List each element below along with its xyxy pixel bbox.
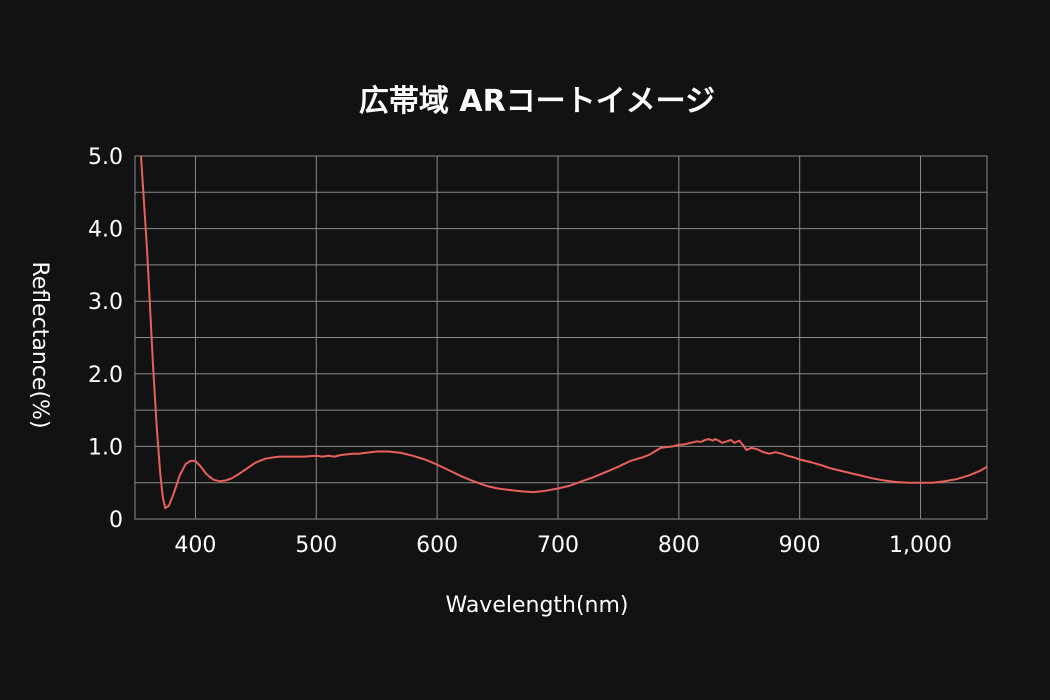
y-tick-label: 4.0 (88, 218, 123, 243)
y-tick-label: 2.0 (88, 363, 123, 388)
reflectance-series-line (140, 155, 988, 510)
x-axis-label: Wavelength(nm) (445, 593, 628, 618)
tick-labels: 400 500 600 700 800 900 1,000 0 1.0 2.0 3.0 4.0 5.0 (88, 145, 952, 558)
y-axis-label: Reflectance(%) (27, 261, 52, 428)
x-tick-label: 600 (416, 533, 458, 558)
y-tick-label: 3.0 (88, 290, 123, 315)
plot-frame (134, 155, 988, 520)
x-tick-label: 500 (295, 533, 337, 558)
x-tick-label: 900 (779, 533, 821, 558)
x-tick-label: 400 (174, 533, 216, 558)
y-tick-label: 0 (109, 508, 123, 533)
x-tick-label: 700 (537, 533, 579, 558)
x-tick-label: 1,000 (889, 533, 952, 558)
x-tick-label: 800 (658, 533, 700, 558)
grid (135, 155, 987, 520)
y-tick-label: 1.0 (88, 435, 123, 460)
y-tick-label: 5.0 (88, 145, 123, 170)
chart-title: 広帯域 ARコートイメージ (359, 84, 715, 119)
